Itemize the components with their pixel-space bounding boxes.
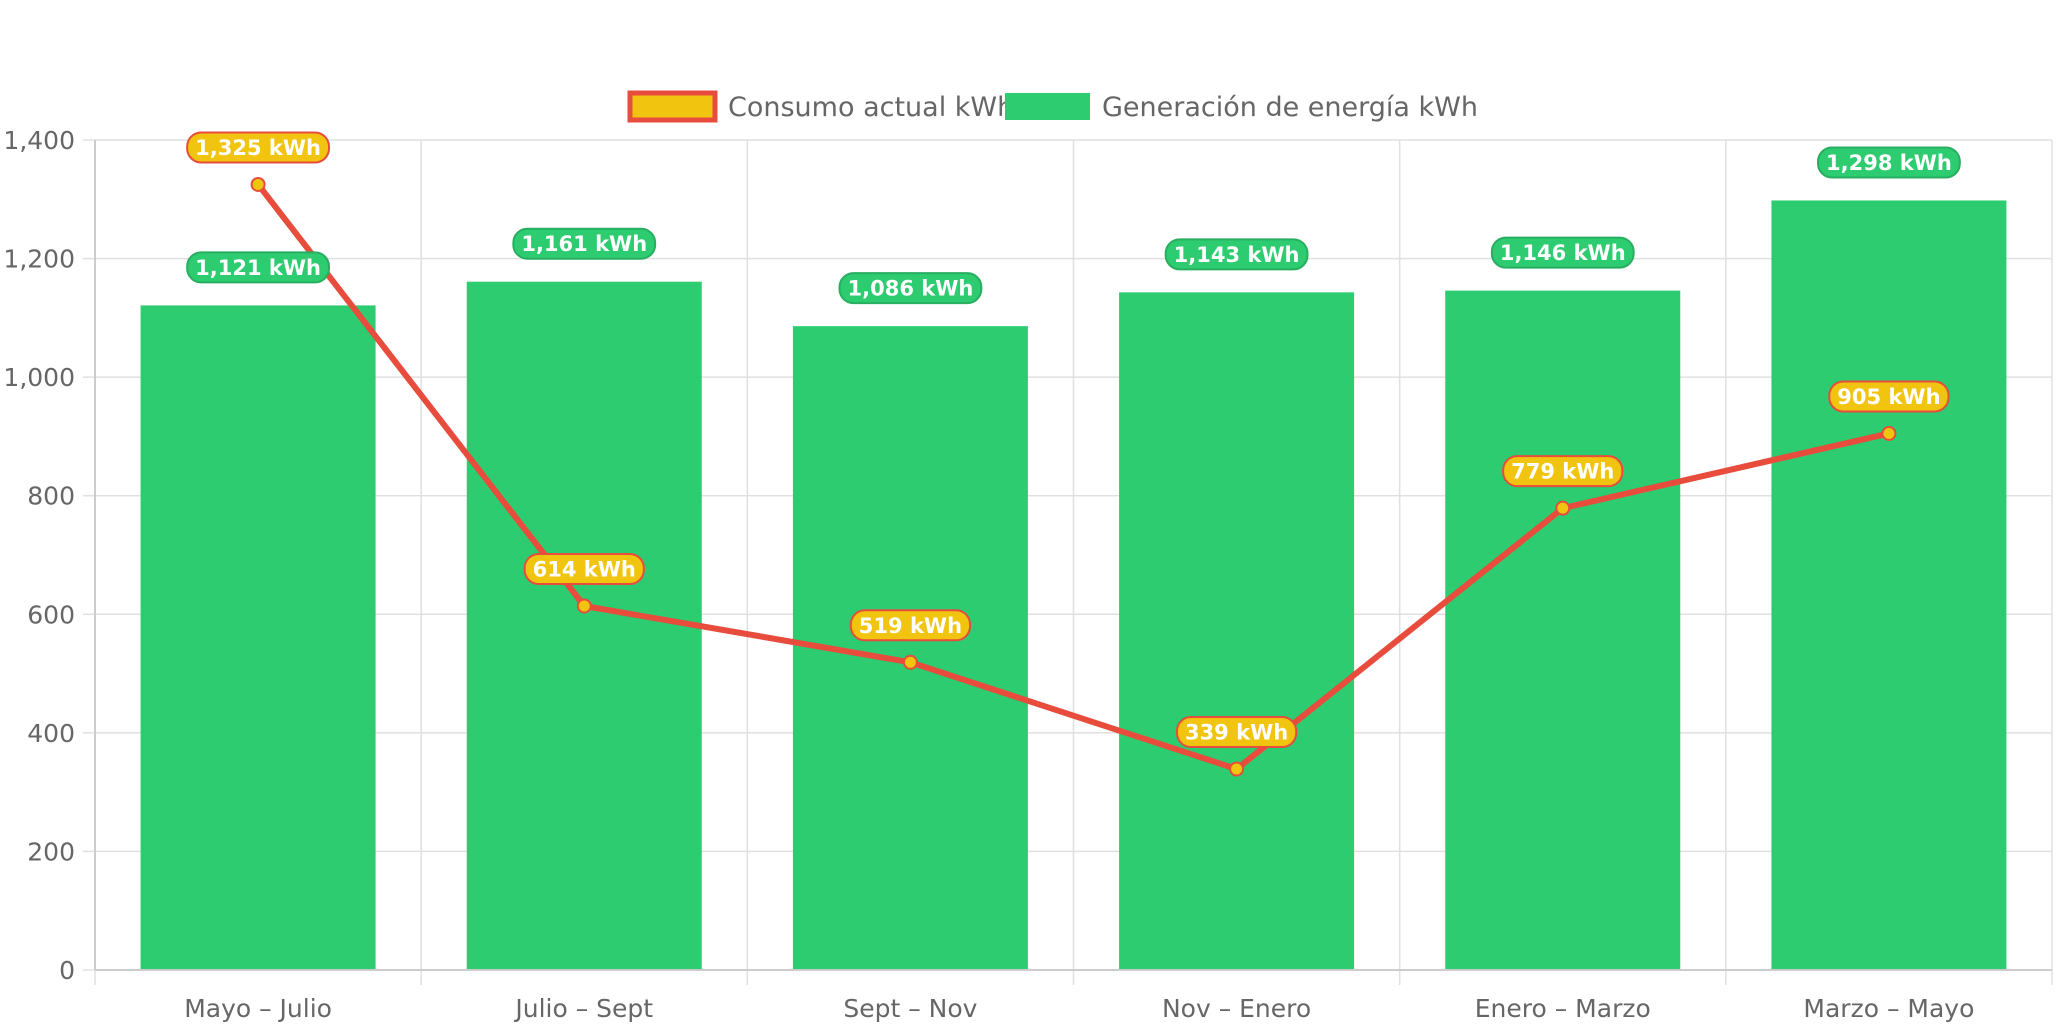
legend-label-consumo: Consumo actual kWh xyxy=(728,92,1014,123)
y-tick-label: 1,200 xyxy=(3,245,75,274)
line-data-label: 905 kWh xyxy=(1828,380,1950,413)
line-data-label-box xyxy=(1502,455,1624,488)
x-tick-label: Mayo – Julio xyxy=(184,994,332,1023)
y-tick-label: 600 xyxy=(27,600,75,629)
line-point xyxy=(250,176,266,192)
data-labels: 1,121 kWh 1,161 kWh 1,086 kWh 1,143 kWh 1,14… xyxy=(186,131,1961,749)
bar-data-label: 1,143 kWh xyxy=(1164,238,1309,271)
bar-data-label-box xyxy=(1817,146,1961,179)
line-point xyxy=(1881,425,1897,441)
y-tick-label: 400 xyxy=(27,719,75,748)
bar-data-label-box xyxy=(838,272,983,305)
bar-data-label: 1,146 kWh xyxy=(1490,236,1635,269)
bar-data-label: 1,161 kWh xyxy=(512,227,657,260)
grid xyxy=(94,139,2053,985)
line-data-label-text: 339 kWh xyxy=(1185,721,1288,745)
bar-data-label-text: 1,121 kWh xyxy=(195,256,321,280)
bar-data-label-box xyxy=(512,227,657,260)
line-data-label-box xyxy=(186,131,330,164)
bar-series xyxy=(140,200,2007,971)
y-tick-label: 200 xyxy=(27,837,75,866)
bar xyxy=(1445,290,1681,971)
y-tick-label: 800 xyxy=(27,482,75,511)
line-series xyxy=(250,176,1897,777)
legend-item-consumo[interactable]: Consumo actual kWh xyxy=(627,90,1014,123)
legend[interactable]: Consumo actual kWh Generación de energía … xyxy=(627,90,1478,123)
line-data-label-box xyxy=(523,552,645,585)
line-path xyxy=(255,182,1890,773)
y-tick-label: 1,000 xyxy=(3,363,75,392)
line-data-label-box xyxy=(1828,380,1950,413)
legend-item-generacion[interactable]: Generación de energía kWh xyxy=(1005,92,1478,123)
bar-data-label-text: 1,161 kWh xyxy=(521,232,647,256)
line-data-label-text: 905 kWh xyxy=(1837,385,1940,409)
bar xyxy=(1119,292,1355,971)
bar-data-label-text: 1,146 kWh xyxy=(1500,241,1626,265)
line-data-label: 519 kWh xyxy=(849,609,972,642)
x-tick-label: Nov – Enero xyxy=(1162,994,1311,1023)
bar-data-label-box xyxy=(1490,236,1635,269)
bar-data-label-text: 1,143 kWh xyxy=(1174,243,1300,267)
line-data-label-box xyxy=(1175,716,1298,749)
line-data-label-text: 614 kWh xyxy=(533,557,636,581)
line-point xyxy=(1229,761,1245,777)
y-tick-label: 1,400 xyxy=(3,126,75,155)
line-data-label: 339 kWh xyxy=(1175,716,1298,749)
line-point xyxy=(1555,500,1571,516)
bar xyxy=(466,281,702,970)
x-tick-label: Julio – Sept xyxy=(513,994,653,1023)
line-data-label-text: 1,325 kWh xyxy=(195,136,321,160)
bar-data-label: 1,086 kWh xyxy=(838,272,983,305)
bar-data-label-box xyxy=(1164,238,1309,271)
bar-data-label-box xyxy=(186,251,330,284)
bar xyxy=(1771,200,2007,970)
line-data-label: 614 kWh xyxy=(523,552,645,585)
bar xyxy=(140,305,376,971)
line-point xyxy=(902,654,918,670)
y-tick-label: 0 xyxy=(59,956,75,985)
line-data-label: 1,325 kWh xyxy=(186,131,330,164)
x-tick-label: Enero – Marzo xyxy=(1475,994,1651,1023)
line-data-label-text: 779 kWh xyxy=(1511,460,1614,484)
bar-data-label: 1,298 kWh xyxy=(1817,146,1961,179)
legend-label-generacion: Generación de energía kWh xyxy=(1102,92,1478,123)
legend-swatch-consumo xyxy=(627,90,718,123)
line-point xyxy=(576,598,592,614)
x-tick-label: Marzo – Mayo xyxy=(1803,994,1974,1023)
bar-data-label-text: 1,086 kWh xyxy=(848,277,974,301)
bar-data-label-text: 1,298 kWh xyxy=(1826,151,1952,175)
legend-swatch-generacion xyxy=(1005,93,1090,120)
bar-data-label: 1,121 kWh xyxy=(186,251,330,284)
axes: 0 200 400 600 800 1,000 1,200 1,400 Mayo – Julio… xyxy=(3,126,2052,1023)
line-data-label: 779 kWh xyxy=(1502,455,1624,488)
x-tick-label: Sept – Nov xyxy=(843,994,977,1023)
line-data-label-text: 519 kWh xyxy=(859,614,962,638)
line-data-label-box xyxy=(849,609,972,642)
